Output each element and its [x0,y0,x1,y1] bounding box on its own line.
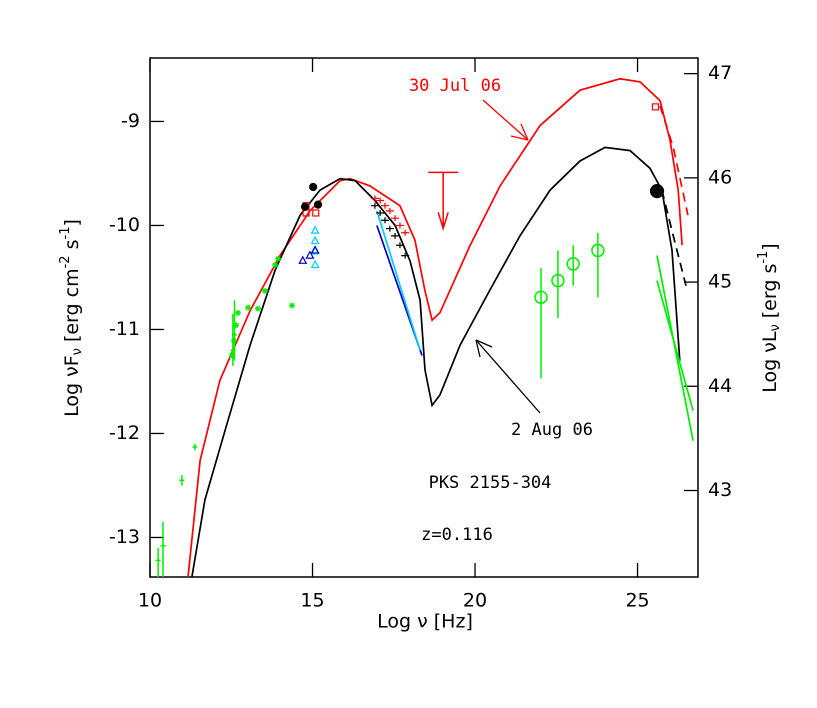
data-point [245,304,252,311]
model-curve [191,146,681,578]
plot-frame [149,57,699,578]
data-point [649,184,665,199]
y2-label-part: -1 [756,251,771,264]
data-point [310,225,320,234]
y-label-part: Log νF [61,355,83,417]
data-point [395,242,404,249]
data-point [651,103,660,111]
annotation: 30 Jul 06 [409,76,501,96]
y-tick-label: -13 [109,526,140,548]
model-curve [187,77,683,578]
annotation: 2 Aug 06 [511,420,593,440]
y2-label-part: ν [768,324,783,331]
model-curve [656,280,694,411]
data-point [298,255,308,264]
y2-tick-label: 45 [708,271,732,293]
y2-tick-label: 44 [708,375,732,397]
y2-tick-label: 43 [708,479,732,501]
annotation-arrow [475,339,541,414]
annotation-arrowhead [510,123,529,141]
data-point [305,250,315,259]
data-point [395,222,404,229]
y-label-part: s [61,239,83,255]
y-tick-label: -9 [121,110,140,132]
data-point [380,202,389,209]
y-label-part: ] [61,219,83,226]
data-point [566,257,580,271]
data-point [254,305,261,312]
data-point [228,352,235,359]
annotation: z=0.116 [421,525,493,545]
data-point [370,195,379,202]
data-point [591,243,605,258]
y-tick-label: -10 [109,214,140,236]
y-label-part: -2 [58,255,73,268]
y-label-part: ν [70,348,85,355]
data-point [551,273,565,288]
data-point [376,209,385,216]
y-label-part: [erg cm [61,268,83,348]
y2-label-part: ] [759,243,781,250]
data-point [385,225,394,232]
data-point [300,202,310,211]
data-point [272,261,279,268]
y-label-part: -1 [58,227,73,240]
data-point [401,252,410,259]
x-tick-label: 15 [300,590,324,612]
model-curve [376,210,421,351]
data-point [312,209,320,217]
data-point [391,232,400,239]
data-point [534,290,548,304]
x-axis-label: Log ν [Hz] [377,611,473,633]
y-tick-label: -12 [109,422,140,444]
data-point [309,182,318,192]
y2-tick-label: 46 [708,166,732,188]
annotation-arrow [482,99,529,141]
x-tick-label: 25 [625,590,649,612]
y2-axis-label: Log νLν [erg s-1] [756,243,783,392]
data-point [310,235,320,245]
data-point [385,207,394,214]
x-tick-label: 20 [463,590,487,612]
y2-tick-label: 47 [708,62,732,84]
data-point [275,255,282,262]
model-curve [661,189,687,287]
y-axis-label: Log νFν [erg cm-2 s-1] [58,219,85,417]
data-point [376,197,385,204]
data-point [310,259,320,269]
y2-label-part: Log νL [759,331,781,393]
data-point [313,200,323,209]
data-point [391,215,400,222]
data-point [233,322,240,329]
data-point [262,287,269,294]
data-point [310,245,320,254]
data-point [401,229,410,236]
x-tick-label: 10 [138,590,162,612]
y2-label-part: [erg s [759,264,781,325]
data-point [380,217,389,224]
data-point [370,202,379,209]
data-point [289,302,296,309]
data-point [428,171,459,231]
y-tick-label: -11 [109,318,140,340]
annotation: PKS 2155-304 [429,473,552,493]
annotation-arrowhead [475,339,493,358]
data-point [235,309,242,316]
